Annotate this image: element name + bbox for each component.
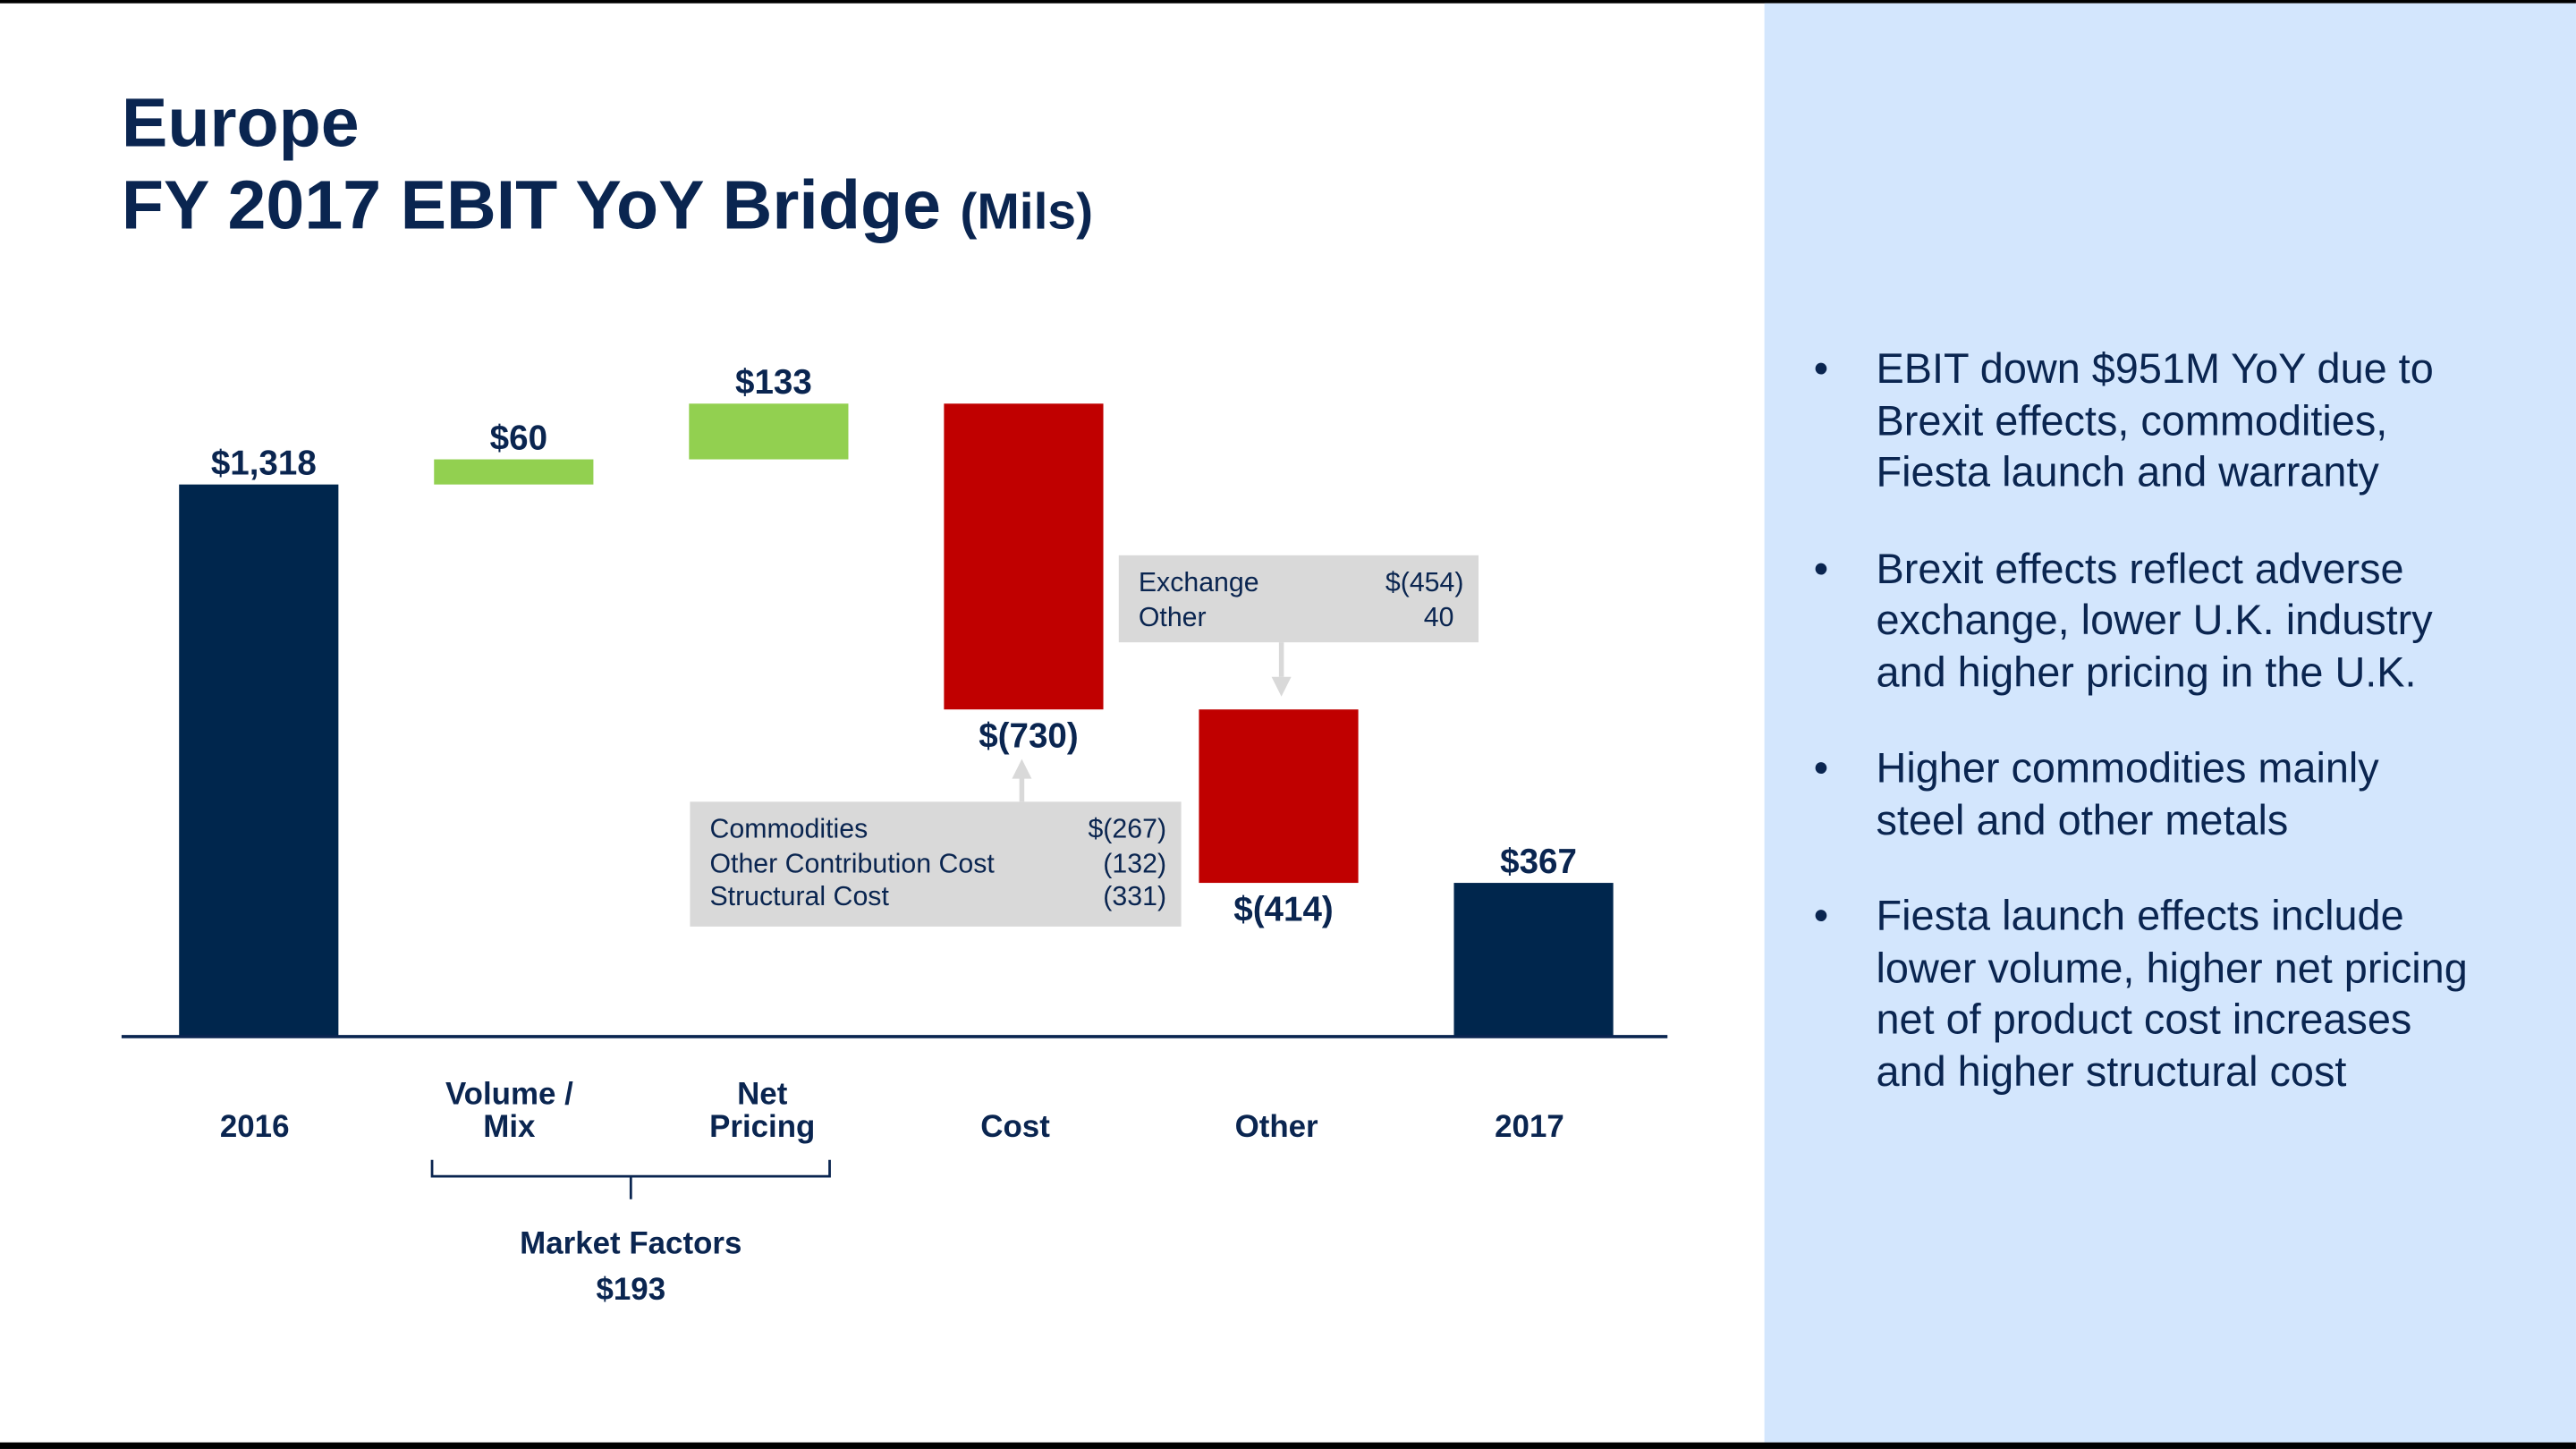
- bottom-border: [0, 1442, 2576, 1449]
- callout-label: Commodities: [709, 815, 869, 845]
- bar-total: [179, 484, 339, 1037]
- category-label: 2016: [219, 1110, 290, 1146]
- callout-row: Exchange $(454): [1139, 567, 1464, 601]
- slide-title: Europe FY 2017 EBIT YoY Bridge (Mils): [122, 82, 1093, 253]
- bullet-list: • EBIT down $951M YoY due to Brexit effect…: [1807, 345, 2546, 1144]
- callout-row: Structural Cost (331): [709, 880, 1166, 914]
- bullet-icon: •: [1813, 346, 1829, 393]
- bullet-item: • Fiesta launch effects include lower volu…: [1807, 892, 2546, 1098]
- bullet-text: lower volume, higher net pricing: [1876, 945, 2468, 992]
- bullet-text: Fiesta launch effects include: [1876, 894, 2404, 940]
- bar-increase: [689, 403, 849, 460]
- callout-value: $(267): [1088, 815, 1167, 845]
- bullet-icon: •: [1813, 546, 1829, 593]
- bullet-item: • EBIT down $951M YoY due to Brexit effect…: [1807, 345, 2546, 501]
- bullet-icon: •: [1813, 894, 1829, 940]
- callout-row: Other Contribution Cost (132): [709, 847, 1166, 881]
- commentary-panel: [1764, 3, 2576, 1443]
- data-label: $(730): [979, 716, 1078, 755]
- callout-value: (132): [1103, 848, 1167, 878]
- category-label: Volume / Mix: [445, 1077, 573, 1146]
- bullet-text: and higher pricing in the U.K.: [1876, 649, 2417, 696]
- bullet-text: Fiesta launch and warranty: [1876, 450, 2379, 496]
- title-region: Europe: [121, 83, 360, 161]
- bar-decrease: [1199, 709, 1359, 884]
- data-label: $60: [490, 419, 547, 458]
- cost-callout: Commodities $(267) Other Contribution Cos…: [690, 801, 1182, 927]
- bullet-text: and higher structural cost: [1876, 1048, 2347, 1096]
- title-unit: (Mils): [960, 182, 1094, 241]
- callout-row: Commodities $(267): [709, 813, 1166, 847]
- category-label: 2017: [1495, 1110, 1564, 1146]
- group-value: $193: [596, 1273, 666, 1309]
- data-label: $367: [1500, 843, 1577, 881]
- waterfall-chart: $1,318 $60 $133 $(730) $(414) $367: [121, 363, 1668, 1199]
- callout-value: 40: [1423, 602, 1454, 632]
- callout-value: $(454): [1385, 568, 1464, 598]
- bullet-text: Brexit effects reflect adverse: [1876, 546, 2404, 593]
- bullet-icon: •: [1813, 745, 1829, 792]
- bullet-text: EBIT down $951M YoY due to: [1876, 346, 2434, 393]
- callout-label: Other Contribution Cost: [709, 848, 995, 878]
- group-label: Market Factors: [520, 1227, 742, 1262]
- bullet-text: Brexit effects, commodities,: [1876, 398, 2388, 445]
- callout-label: Structural Cost: [709, 882, 889, 912]
- data-label: $133: [735, 363, 812, 402]
- category-label: Net Pricing: [709, 1077, 816, 1146]
- bullet-item: • Higher commodities mainly steel and othe…: [1807, 744, 2546, 848]
- bar-total: [1453, 883, 1614, 1037]
- callout-label: Other: [1138, 602, 1207, 632]
- data-label: $1,318: [211, 445, 317, 483]
- bullet-text: exchange, lower U.K. industry: [1876, 597, 2433, 644]
- group-bracket: [430, 1159, 831, 1199]
- arrow-head-icon: [1271, 676, 1292, 697]
- bullet-text: steel and other metals: [1876, 797, 2289, 844]
- callout-value: (331): [1103, 882, 1167, 912]
- bullet-text: net of product cost increases: [1876, 996, 2412, 1044]
- arrow-head-icon: [1012, 758, 1032, 779]
- title-main: FY 2017 EBIT YoY Bridge: [121, 165, 941, 243]
- category-label: Other: [1234, 1110, 1318, 1146]
- category-label: Cost: [980, 1110, 1050, 1146]
- bar-increase: [434, 459, 594, 485]
- other-callout: Exchange $(454) Other 40: [1118, 555, 1479, 643]
- bullet-text: Higher commodities mainly: [1876, 745, 2379, 792]
- bar-decrease: [944, 403, 1104, 710]
- callout-label: Exchange: [1138, 568, 1259, 598]
- bullet-item: • Brexit effects reflect adverse exchange,…: [1807, 545, 2546, 700]
- data-label: $(414): [1233, 890, 1333, 928]
- callout-row: Other 40: [1139, 600, 1464, 634]
- top-border: [0, 0, 2576, 4]
